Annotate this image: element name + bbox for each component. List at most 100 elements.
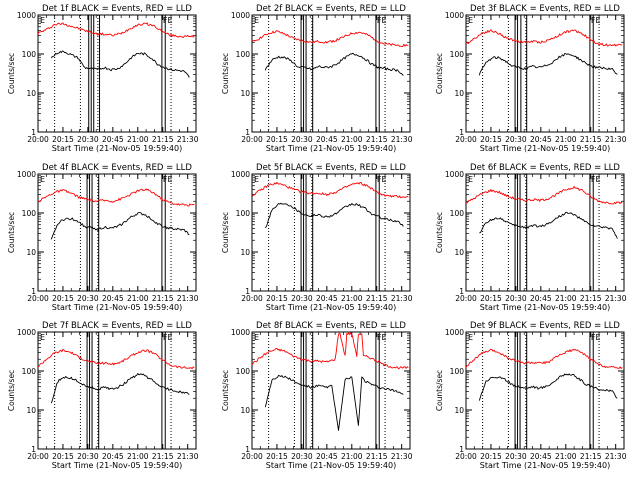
x-tick-label: 21:30 [391, 135, 413, 144]
plot-frame [37, 331, 197, 450]
series-lld-red [37, 188, 195, 207]
x-axis-label: Start Time (21-Nov-05 19:59:40) [266, 144, 396, 153]
plot-frame [465, 173, 625, 292]
y-axis-label: Counts/sec [7, 53, 16, 94]
x-tick-label: 21:15 [366, 294, 388, 303]
x-tick-label: 21:00 [127, 294, 149, 303]
y-tick-label: 100 [236, 50, 251, 59]
y-tick-label: 1 [459, 128, 464, 137]
x-tick-label: 20:45 [316, 294, 338, 303]
x-tick-label: 20:00 [241, 452, 263, 461]
x-tick-label: 20:15 [266, 135, 288, 144]
y-tick-label: 1 [31, 128, 36, 137]
x-tick-label: 21:00 [341, 294, 363, 303]
y-tick-label: 10 [240, 248, 250, 257]
x-tick-label: 21:00 [555, 135, 577, 144]
x-axis-label: Start Time (21-Nov-05 19:59:40) [52, 144, 182, 153]
x-tick-label: 20:00 [241, 294, 263, 303]
series-lld-red [251, 30, 409, 48]
series-events-black [479, 211, 618, 239]
marker-fe-label: FE [163, 16, 173, 25]
x-tick-label: 20:00 [241, 135, 263, 144]
x-tick-label: 20:45 [530, 135, 552, 144]
y-tick-label: 1 [31, 287, 36, 296]
panel-det-1: Det 1f BLACK = Events, RED = LLD 1 10 100 10… [7, 4, 199, 153]
series-events-black [50, 373, 190, 404]
y-tick-label: 10 [454, 89, 464, 98]
x-tick-label: 21:15 [152, 294, 174, 303]
x-tick-label: 20:15 [266, 294, 288, 303]
series-events-black [50, 50, 190, 78]
plot-frame [465, 14, 625, 133]
x-tick-label: 20:30 [291, 452, 313, 461]
y-tick-label: 1 [245, 128, 250, 137]
series-lld-red [465, 29, 623, 47]
marker-e-label: E [468, 16, 473, 25]
chart-title: Det 8f BLACK = Events, RED = LLD [256, 321, 406, 331]
x-tick-label: 20:00 [27, 452, 49, 461]
series-events-black [478, 53, 618, 76]
x-axis-label: Start Time (21-Nov-05 19:59:40) [480, 461, 610, 470]
x-tick-label: 21:15 [366, 135, 388, 144]
chart-title: Det 6f BLACK = Events, RED = LLD [470, 163, 620, 173]
y-tick-label: 100 [450, 50, 465, 59]
marker-fe-label: FE [591, 175, 601, 184]
y-tick-label: 100 [236, 209, 251, 218]
chart-title: Det 7f BLACK = Events, RED = LLD [42, 321, 192, 331]
x-tick-label: 21:00 [127, 452, 149, 461]
y-tick-label: 100 [450, 209, 465, 218]
y-tick-label: 1 [459, 445, 464, 454]
x-tick-label: 21:30 [391, 294, 413, 303]
y-tick-label: 10 [26, 89, 36, 98]
marker-e-label: E [40, 16, 45, 25]
plot-frame [251, 173, 411, 292]
y-tick-label: 10 [454, 248, 464, 257]
y-tick-label: 100 [236, 367, 251, 376]
panel-det-9: Det 9f BLACK = Events, RED = LLD 1 10 100 10… [435, 321, 627, 470]
y-axis-label: Counts/sec [435, 212, 444, 253]
x-axis-label: Start Time (21-Nov-05 19:59:40) [52, 461, 182, 470]
y-tick-label: 1000 [231, 11, 250, 20]
x-axis-label: Start Time (21-Nov-05 19:59:40) [266, 461, 396, 470]
y-tick-label: 10 [26, 248, 36, 257]
y-tick-label: 1000 [17, 11, 36, 20]
x-tick-label: 20:30 [291, 294, 313, 303]
series-lld-red [251, 332, 409, 370]
y-axis-label: Counts/sec [435, 53, 444, 94]
plot-frame [37, 14, 197, 133]
y-axis-label: Counts/sec [221, 212, 230, 253]
y-tick-label: 1 [31, 445, 36, 454]
y-tick-label: 1000 [17, 170, 36, 179]
x-tick-label: 20:30 [291, 135, 313, 144]
marker-fe-label: FE [163, 333, 173, 342]
x-tick-label: 20:00 [27, 135, 49, 144]
y-tick-label: 100 [22, 209, 37, 218]
chart-title: Det 4f BLACK = Events, RED = LLD [42, 163, 192, 173]
x-tick-label: 20:45 [530, 294, 552, 303]
y-tick-label: 1 [459, 287, 464, 296]
x-tick-label: 21:00 [127, 135, 149, 144]
marker-e-label: E [254, 16, 259, 25]
series-lld-red [37, 22, 195, 38]
chart-title: Det 9f BLACK = Events, RED = LLD [470, 321, 620, 331]
y-tick-label: 100 [22, 50, 37, 59]
marker-fe-label: FE [377, 175, 387, 184]
x-axis-label: Start Time (21-Nov-05 19:59:40) [480, 144, 610, 153]
x-tick-label: 20:30 [77, 294, 99, 303]
chart-title: Det 2f BLACK = Events, RED = LLD [256, 4, 406, 14]
x-axis-label: Start Time (21-Nov-05 19:59:40) [52, 303, 182, 312]
x-tick-label: 20:15 [480, 294, 502, 303]
y-tick-label: 10 [240, 89, 250, 98]
series-events-black [264, 52, 404, 76]
marker-fe-label: FE [377, 333, 387, 342]
panel-det-7: Det 7f BLACK = Events, RED = LLD 1 10 100 10… [7, 321, 199, 470]
plot-frame [251, 331, 411, 450]
x-tick-label: 20:00 [27, 294, 49, 303]
marker-fe-label: FE [377, 16, 387, 25]
x-tick-label: 21:30 [605, 294, 627, 303]
y-tick-label: 10 [26, 406, 36, 415]
x-tick-label: 20:30 [505, 294, 527, 303]
y-axis-label: Counts/sec [221, 53, 230, 94]
x-tick-label: 20:15 [266, 452, 288, 461]
x-tick-label: 20:45 [316, 452, 338, 461]
